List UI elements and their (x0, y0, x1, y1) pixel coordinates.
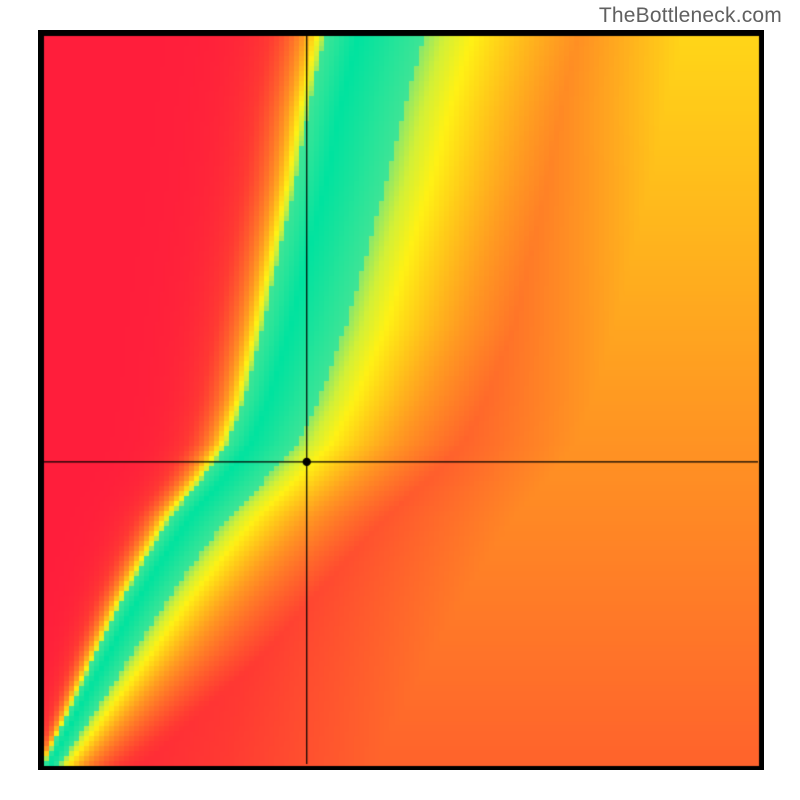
heatmap-canvas (0, 0, 800, 800)
chart-container: TheBottleneck.com (0, 0, 800, 800)
